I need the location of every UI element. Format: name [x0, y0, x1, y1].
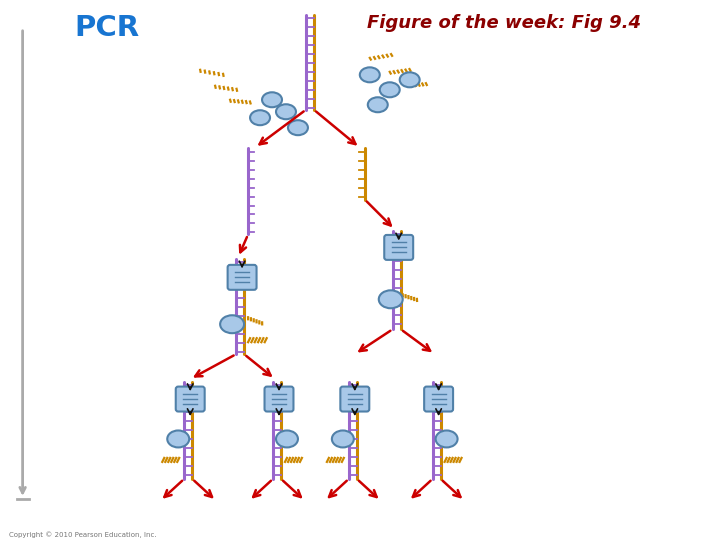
Text: Figure of the week: Fig 9.4: Figure of the week: Fig 9.4 — [366, 14, 641, 32]
FancyBboxPatch shape — [228, 265, 256, 290]
Ellipse shape — [436, 430, 458, 448]
Text: Copyright © 2010 Pearson Education, Inc.: Copyright © 2010 Pearson Education, Inc. — [9, 532, 156, 538]
FancyBboxPatch shape — [384, 235, 413, 260]
FancyBboxPatch shape — [341, 387, 369, 411]
Ellipse shape — [167, 430, 189, 448]
Ellipse shape — [332, 430, 354, 448]
Ellipse shape — [400, 72, 420, 87]
Ellipse shape — [276, 104, 296, 119]
FancyBboxPatch shape — [264, 387, 294, 411]
Ellipse shape — [379, 82, 400, 97]
Ellipse shape — [368, 97, 388, 112]
Ellipse shape — [360, 68, 379, 82]
Text: PCR: PCR — [74, 14, 140, 42]
FancyBboxPatch shape — [176, 387, 204, 411]
Ellipse shape — [220, 315, 244, 333]
Ellipse shape — [250, 110, 270, 125]
Ellipse shape — [379, 291, 402, 308]
Ellipse shape — [276, 430, 298, 448]
Ellipse shape — [262, 92, 282, 107]
Ellipse shape — [288, 120, 308, 135]
FancyBboxPatch shape — [424, 387, 453, 411]
